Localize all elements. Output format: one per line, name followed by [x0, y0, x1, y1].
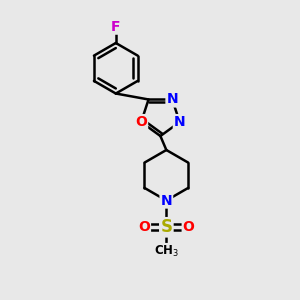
Text: O: O: [138, 220, 150, 234]
Text: N: N: [174, 115, 185, 129]
Text: N: N: [167, 92, 178, 106]
Text: N: N: [160, 194, 172, 208]
Text: F: F: [111, 20, 121, 34]
Text: O: O: [135, 115, 147, 129]
Text: S: S: [160, 218, 172, 236]
Text: CH$_3$: CH$_3$: [154, 244, 179, 259]
Text: O: O: [183, 220, 195, 234]
